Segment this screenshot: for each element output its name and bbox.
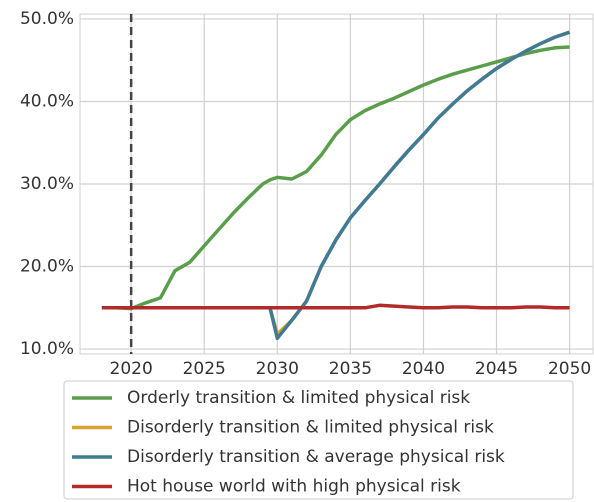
y-tick-label: 40.0% <box>20 91 74 111</box>
x-tick-label: 2045 <box>475 359 518 379</box>
x-tick-label: 2020 <box>110 359 153 379</box>
x-tick-label: 2025 <box>183 359 226 379</box>
legend-label: Disorderly transition & average physical… <box>127 447 505 467</box>
y-tick-label: 30.0% <box>20 174 74 194</box>
y-tick-label: 10.0% <box>20 339 74 359</box>
legend-label: Orderly transition & limited physical ri… <box>127 388 470 408</box>
y-tick-label: 20.0% <box>20 257 74 277</box>
y-tick-label: 50.0% <box>20 9 74 29</box>
series-line <box>101 45 570 311</box>
x-tick-label: 2040 <box>402 359 445 379</box>
x-tick-label: 2050 <box>548 359 591 379</box>
legend-box <box>63 380 574 500</box>
legend-label: Disorderly transition & limited physical… <box>127 418 494 438</box>
legend-label: Hot house world with high physical risk <box>127 477 461 497</box>
series-line <box>101 303 570 310</box>
x-tick-label: 2035 <box>329 359 372 379</box>
x-tick-label: 2030 <box>256 359 299 379</box>
